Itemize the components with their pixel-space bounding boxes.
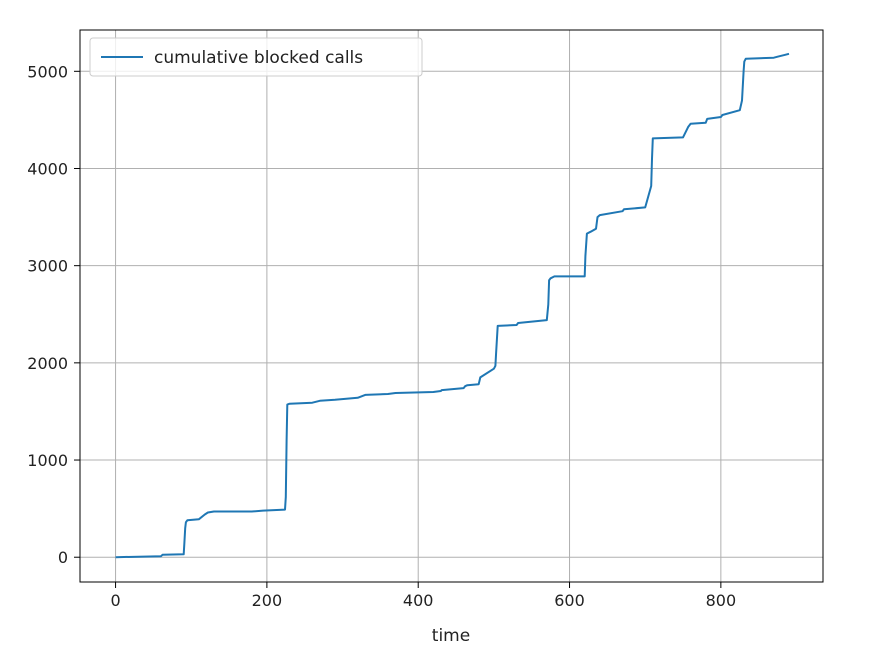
series-line [115,52,790,559]
x-tick-label: 0 [110,591,120,610]
legend-box [89,37,423,77]
x-axis-ticks: 0 200 400 600 800 [110,582,736,610]
y-tick-label: 4000 [27,159,68,178]
x-tick-label: 400 [403,591,434,610]
legend: cumulative blocked calls [89,37,423,77]
x-axis-label: time [432,626,470,646]
x-tick-label: 600 [554,591,585,610]
series-layer [115,52,790,559]
y-tick-label: 3000 [27,257,68,276]
x-tick-label: 200 [252,591,283,610]
plot-frame [79,29,824,583]
plot-background [80,30,823,582]
legend-label: cumulative blocked calls [154,48,363,68]
y-tick-label: 2000 [27,354,68,373]
y-tick-label: 0 [58,548,68,567]
y-tick-label: 5000 [27,62,68,81]
x-tick-label: 800 [706,591,737,610]
y-tick-label: 1000 [27,451,68,470]
y-axis-ticks: 0 1000 2000 3000 4000 5000 [27,62,80,567]
